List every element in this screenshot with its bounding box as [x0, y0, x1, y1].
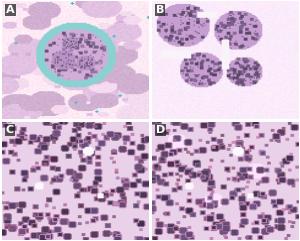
Text: C: C	[6, 125, 14, 135]
Text: B: B	[156, 5, 164, 15]
Text: A: A	[6, 5, 14, 15]
Text: D: D	[156, 125, 165, 135]
